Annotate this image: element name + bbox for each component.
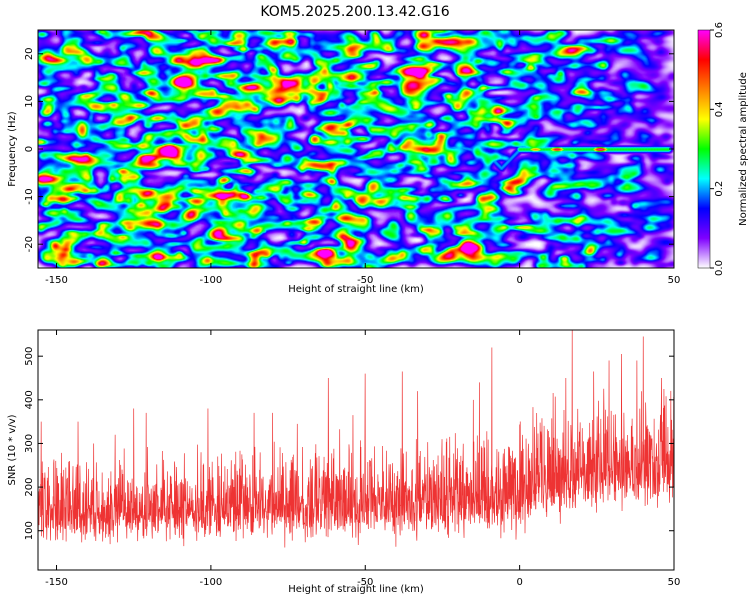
spectrogram-ytick-label: 10: [24, 95, 35, 108]
snr-ylabel: SNR (10 * v/v): [7, 414, 18, 485]
colorbar: 0.0 0.2 0.4 0.6 Normalized spectral amplitu…: [697, 22, 749, 276]
chart-title: KOM5.2025.200.13.42.G16: [260, 4, 449, 20]
snr-frame: [37, 329, 675, 571]
spectrogram-xtick-label: 0: [516, 275, 522, 286]
spectrogram-xtick-label: -50: [357, 275, 373, 286]
snr-series-line: [38, 330, 674, 548]
colorbar-tick-label: 0.4: [714, 101, 725, 117]
spectrogram-xtick-label: -150: [45, 275, 68, 286]
snr-ytick-label: 300: [24, 434, 35, 453]
colorbar-tick-label: 0.2: [714, 181, 725, 197]
snr-xtick-label: 0: [516, 577, 522, 588]
spectrogram-image: [38, 30, 674, 268]
colorbar-ticks: 0.0 0.2 0.4 0.6: [710, 22, 725, 276]
snr-panel: -150 -100 -50 0 50 100 200 300 400 500 Height of …: [7, 329, 680, 595]
snr-ticks: -150 -100 -50 0 50 100 200 300 400 500: [24, 330, 680, 588]
snr-xtick-label: -150: [45, 577, 68, 588]
spectrogram-xlabel: Height of straight line (km): [288, 284, 424, 295]
spectrogram-ytick-label: -20: [24, 236, 35, 252]
snr-xlabel: Height of straight line (km): [288, 584, 424, 595]
colorbar-label: Normalized spectral amplitude: [738, 72, 749, 226]
snr-ytick-label: 200: [24, 478, 35, 497]
snr-ytick-label: 500: [24, 347, 35, 366]
spectrogram-xtick-label: 50: [668, 275, 681, 286]
snr-ytick-label: 400: [24, 390, 35, 409]
colorbar-scale: [697, 29, 711, 269]
spectrogram-ytick-label: -10: [24, 188, 35, 204]
snr-ytick-label: 100: [24, 521, 35, 540]
snr-xtick-label: -50: [357, 577, 373, 588]
snr-xtick-label: 50: [668, 577, 681, 588]
snr-xtick-label: -100: [200, 577, 223, 588]
spectrogram-ytick-label: 0: [24, 146, 35, 152]
spectrogram-ytick-label: 20: [24, 47, 35, 60]
colorbar-tick-label: 0.6: [714, 22, 725, 38]
spectrogram-xtick-label: -100: [200, 275, 223, 286]
spectrogram-ylabel: Frequency (Hz): [7, 111, 18, 187]
colorbar-tick-label: 0.0: [714, 260, 725, 276]
